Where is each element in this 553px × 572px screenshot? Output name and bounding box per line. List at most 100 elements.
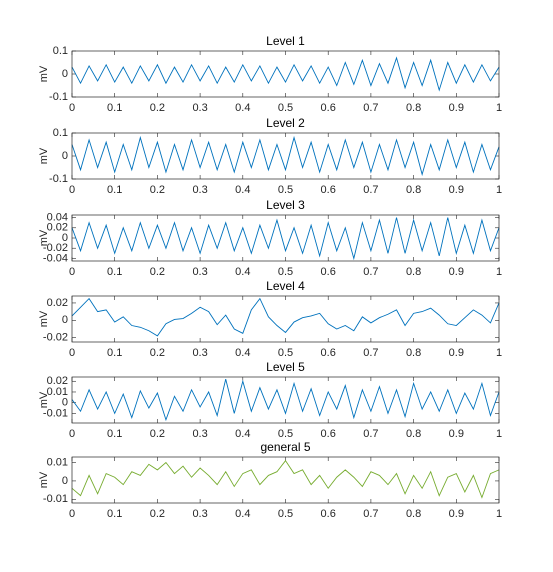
x-tick-label: 0.4	[235, 102, 250, 114]
panel-title: Level 3	[266, 198, 305, 212]
y-tick-label: -0.02	[43, 332, 68, 344]
y-tick-label: 0	[62, 397, 68, 409]
x-tick-label: 0.9	[449, 508, 464, 520]
x-tick-label: 0.5	[278, 428, 293, 440]
y-tick-label: 0.02	[47, 297, 68, 309]
y-tick-label: 0	[62, 232, 68, 244]
y-axis-label: mV	[38, 310, 50, 327]
axes-frame	[71, 456, 500, 504]
x-tick-label: 0.9	[449, 184, 464, 196]
x-tick-label: 0	[69, 266, 75, 278]
panel-title: general 5	[260, 440, 310, 454]
panel-title: Level 2	[266, 116, 305, 130]
x-tick-label: 0.7	[363, 428, 378, 440]
y-tick-label: 0	[62, 314, 68, 326]
x-tick-label: 0.6	[321, 347, 336, 359]
x-tick-label: 1	[496, 102, 502, 114]
x-tick-label: 0.2	[150, 266, 165, 278]
x-tick-label: 0.3	[192, 347, 207, 359]
y-axis-label: mV	[38, 471, 50, 488]
x-tick-label: 0.3	[192, 184, 207, 196]
axes-background	[72, 215, 499, 261]
y-tick-label: 0.01	[47, 456, 68, 468]
x-tick-label: 0	[69, 508, 75, 520]
axes-frame	[71, 214, 500, 262]
y-tick-label: 0.02	[47, 222, 68, 234]
y-tick-label: -0.1	[49, 91, 68, 103]
x-tick-label: 0.4	[235, 508, 250, 520]
y-tick-label: 0.01	[47, 386, 68, 398]
x-tick-label: 0.8	[406, 508, 421, 520]
x-tick-label: 0.7	[363, 508, 378, 520]
y-tick-label: 0	[62, 150, 68, 162]
x-tick-label: 0.9	[449, 102, 464, 114]
axes-background	[72, 377, 499, 423]
axes-frame	[71, 50, 500, 98]
x-tick-label: 0.6	[321, 428, 336, 440]
signal-line	[71, 459, 500, 499]
axes-background	[72, 296, 499, 342]
x-tick-label: 0.3	[192, 508, 207, 520]
x-tick-label: 1	[496, 347, 502, 359]
signal-line	[71, 135, 500, 177]
x-tick-label: 0.8	[406, 102, 421, 114]
x-tick-label: 0.7	[363, 102, 378, 114]
x-tick-label: 0.5	[278, 102, 293, 114]
axes-frame	[71, 376, 500, 424]
axes-frame	[71, 132, 500, 180]
x-tick-label: 0.4	[235, 347, 250, 359]
y-tick-label: -0.01	[43, 407, 68, 419]
x-tick-label: 0.1	[107, 266, 122, 278]
x-tick-label: 0.1	[107, 428, 122, 440]
signal-line	[71, 379, 500, 422]
signal-line	[71, 217, 500, 261]
signal-line	[71, 297, 500, 337]
x-tick-label: 0.3	[192, 266, 207, 278]
x-tick-label: 0.6	[321, 102, 336, 114]
x-tick-label: 1	[496, 508, 502, 520]
panel-title: Level 1	[266, 34, 305, 48]
x-tick-label: 1	[496, 428, 502, 440]
x-tick-label: 0.5	[278, 347, 293, 359]
x-tick-label: 0	[69, 184, 75, 196]
x-tick-label: 0.1	[107, 102, 122, 114]
x-tick-label: 0.6	[321, 184, 336, 196]
axes-background	[72, 457, 499, 503]
x-tick-label: 0.4	[235, 428, 250, 440]
x-tick-label: 0.8	[406, 428, 421, 440]
x-tick-label: 0.9	[449, 347, 464, 359]
y-tick-label: 0	[62, 68, 68, 80]
x-tick-label: 0.7	[363, 266, 378, 278]
y-tick-label: 0.1	[53, 45, 68, 57]
y-tick-label: 0.1	[53, 127, 68, 139]
y-axis-label: mV	[38, 147, 50, 164]
x-tick-label: 0	[69, 102, 75, 114]
x-tick-label: 0.5	[278, 266, 293, 278]
x-tick-label: 0	[69, 347, 75, 359]
y-tick-label: 0.04	[47, 211, 68, 223]
x-tick-label: 0.5	[278, 184, 293, 196]
x-tick-label: 0.9	[449, 428, 464, 440]
x-tick-label: 0.4	[235, 266, 250, 278]
y-tick-label: 0.02	[47, 375, 68, 387]
x-tick-label: 0.1	[107, 508, 122, 520]
x-tick-label: 0.6	[321, 508, 336, 520]
y-axis-label: mV	[38, 65, 50, 82]
x-tick-label: 1	[496, 266, 502, 278]
x-tick-label: 0.3	[192, 428, 207, 440]
x-tick-label: 0.8	[406, 347, 421, 359]
panel-title: Level 5	[266, 360, 305, 374]
y-tick-label: -0.04	[43, 252, 68, 264]
x-tick-label: 0.8	[406, 266, 421, 278]
y-tick-label: -0.1	[49, 173, 68, 185]
y-tick-label: -0.01	[43, 493, 68, 505]
x-tick-label: 0.4	[235, 184, 250, 196]
y-tick-label: -0.02	[43, 242, 68, 254]
axes-background	[72, 51, 499, 97]
x-tick-label: 0.6	[321, 266, 336, 278]
x-tick-label: 0.5	[278, 508, 293, 520]
y-tick-label: 0	[62, 475, 68, 487]
y-axis-label: mV	[38, 229, 50, 246]
x-tick-label: 0.2	[150, 184, 165, 196]
